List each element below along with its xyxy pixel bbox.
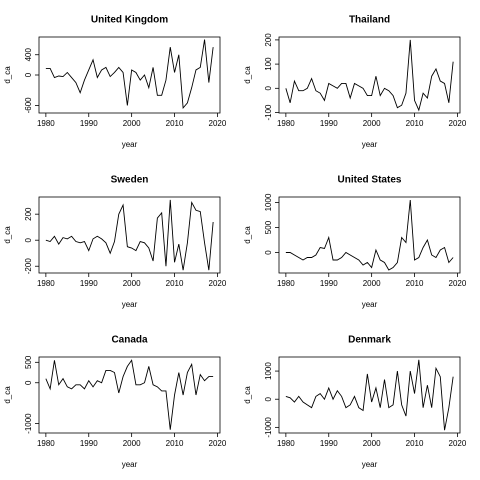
y-tick-label: 500 <box>264 220 273 234</box>
y-tick-label: 0 <box>264 86 273 91</box>
y-tick-label: -200 <box>24 258 33 275</box>
x-tick-label: 2000 <box>363 279 381 288</box>
panel-title: Thailand <box>349 15 390 26</box>
x-tick-label: 2020 <box>209 279 227 288</box>
x-tick-label: 1990 <box>320 279 338 288</box>
y-axis-label: d_ca <box>243 66 252 84</box>
data-line <box>285 359 454 431</box>
x-axis-label: year <box>362 460 378 469</box>
y-axis-label: d_ca <box>243 226 252 244</box>
x-tick-label: 2000 <box>123 279 141 288</box>
plot-box <box>278 196 461 274</box>
x-axis-label: year <box>122 300 138 309</box>
x-tick-label: 1980 <box>37 279 55 288</box>
x-tick-label: 2010 <box>166 279 184 288</box>
y-tick-label: 0 <box>264 250 273 255</box>
y-tick-label: 1000 <box>264 193 273 211</box>
y-tick-label: 200 <box>24 207 33 221</box>
x-tick-label: 1980 <box>277 279 295 288</box>
data-line <box>285 199 454 271</box>
data-line <box>45 39 214 110</box>
y-tick-label: -100 <box>264 104 273 121</box>
x-axis-label: year <box>362 300 378 309</box>
y-tick-label: -1000 <box>264 417 273 438</box>
data-line <box>45 199 214 271</box>
y-tick-label: 100 <box>264 57 273 71</box>
x-tick-label: 1980 <box>277 439 295 448</box>
panel-title: Sweden <box>111 175 149 186</box>
plot-box <box>38 36 221 114</box>
x-tick-label: 2000 <box>363 439 381 448</box>
plot-box <box>38 356 221 434</box>
x-tick-label: 1990 <box>320 119 338 128</box>
y-tick-label: -1000 <box>24 413 33 434</box>
panel-title: United States <box>338 175 402 186</box>
x-tick-label: 2000 <box>363 119 381 128</box>
x-tick-label: 2010 <box>166 439 184 448</box>
x-tick-label: 2020 <box>209 119 227 128</box>
x-tick-label: 2020 <box>449 279 467 288</box>
y-axis-label: d_ca <box>3 386 12 404</box>
x-tick-label: 2000 <box>123 119 141 128</box>
panel-title: Canada <box>111 335 148 346</box>
y-axis-label: d_ca <box>3 226 12 244</box>
y-tick-label: 500 <box>24 355 33 369</box>
y-tick-label: 200 <box>264 33 273 47</box>
x-tick-label: 2000 <box>123 439 141 448</box>
x-tick-label: 2010 <box>406 119 424 128</box>
x-axis-label: year <box>122 140 138 149</box>
x-tick-label: 1990 <box>80 439 98 448</box>
data-line <box>45 359 214 430</box>
x-tick-label: 1980 <box>277 119 295 128</box>
y-tick-label: 0 <box>24 237 33 242</box>
data-line <box>285 39 454 112</box>
x-tick-label: 1980 <box>37 439 55 448</box>
x-tick-label: 2010 <box>406 439 424 448</box>
panel-title: Denmark <box>348 335 391 346</box>
x-axis-label: year <box>122 460 138 469</box>
plot-box <box>278 356 461 434</box>
panel-title: United Kingdom <box>91 15 168 26</box>
x-tick-label: 2010 <box>406 279 424 288</box>
x-tick-label: 1980 <box>37 119 55 128</box>
y-tick-label: -600 <box>24 97 33 114</box>
y-axis-label: d_ca <box>3 66 12 84</box>
y-tick-label: 0 <box>264 396 273 401</box>
plot-box <box>38 196 221 274</box>
x-tick-label: 2020 <box>449 119 467 128</box>
y-axis-label: d_ca <box>243 386 252 404</box>
y-tick-label: 1000 <box>264 362 273 380</box>
x-tick-label: 2020 <box>209 439 227 448</box>
y-tick-label: 0 <box>24 72 33 77</box>
x-tick-label: 2010 <box>166 119 184 128</box>
x-tick-label: 1990 <box>320 439 338 448</box>
x-tick-label: 1990 <box>80 279 98 288</box>
x-tick-label: 2020 <box>449 439 467 448</box>
y-tick-label: 400 <box>24 48 33 62</box>
y-tick-label: 0 <box>24 380 33 385</box>
x-tick-label: 1990 <box>80 119 98 128</box>
x-axis-label: year <box>362 140 378 149</box>
plot-box <box>278 36 461 114</box>
